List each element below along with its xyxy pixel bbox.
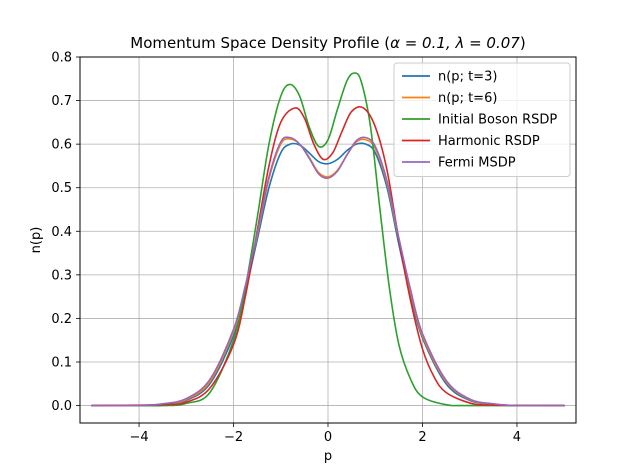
y-tick-label: 0.8 [51,51,72,66]
ticks-layer: −4 −2 0 2 4 0.0 0.1 0.2 0.3 0.4 0.5 0.6 0.7 0.8 [51,51,521,446]
y-tick-label: 0.1 [51,356,72,371]
y-tick-label: 0.0 [51,399,72,414]
title-lambda: λ = 0.07 [454,34,520,52]
x-tick-label: 2 [418,430,426,445]
legend-label: n(p; t=6) [438,91,497,106]
y-tick-label: 0.5 [51,181,72,196]
title-alpha: α = 0.1, [390,34,455,52]
legend: n(p; t=3) n(p; t=6) Initial Boson RSDP Harm… [393,62,571,177]
y-tick-label: 0.7 [51,94,72,109]
y-tick-label: 0.2 [51,312,72,327]
x-axis-label: p [324,449,332,464]
x-tick-label: −2 [224,430,243,445]
title-suffix: ) [520,34,526,52]
y-tick-label: 0.6 [51,138,72,153]
legend-label: Initial Boson RSDP [438,113,557,128]
legend-label: Fermi MSDP [438,156,516,171]
legend-label: n(p; t=3) [438,70,497,85]
x-tick-label: 4 [513,430,521,445]
title-prefix: Momentum Space Density Profile ( [130,34,390,52]
y-tick-label: 0.4 [51,225,72,240]
y-axis-label: n(p) [29,227,44,254]
chart-title: Momentum Space Density Profile (α = 0.1,… [130,34,525,52]
series-line-2 [91,72,565,407]
legend-label: Harmonic RSDP [438,134,540,149]
x-tick-label: 0 [324,430,332,445]
x-tick-label: −4 [129,430,148,445]
series-line-4 [91,136,565,407]
y-tick-label: 0.3 [51,268,72,283]
series-layer [91,72,565,407]
series-line-3 [91,106,565,407]
legend-box [393,62,571,177]
